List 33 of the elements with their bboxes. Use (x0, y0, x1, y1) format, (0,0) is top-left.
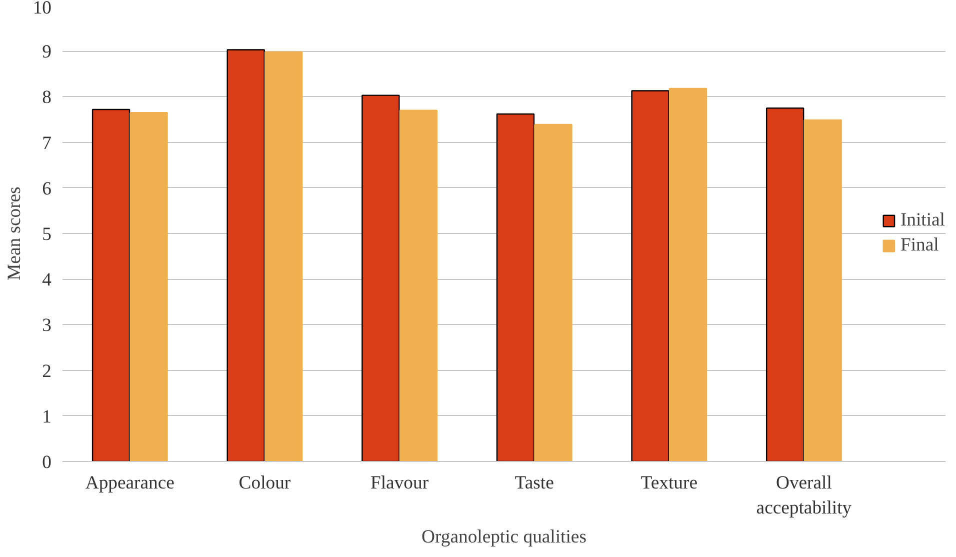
y-tick-label: 5 (42, 224, 52, 245)
bar (362, 94, 400, 462)
bar (92, 108, 130, 462)
y-tick-label: 8 (42, 87, 52, 108)
y-tick-label: 2 (42, 360, 52, 382)
y-tick-label: 9 (42, 42, 52, 63)
legend-label: Final (900, 234, 939, 256)
x-tick-label: Colour (238, 472, 292, 494)
y-tick-label: 3 (42, 315, 52, 336)
bar (496, 113, 535, 462)
bar (804, 119, 842, 462)
legend-label: Initial (900, 210, 945, 232)
bar (130, 112, 168, 462)
x-tick-label: Overall acceptability (756, 472, 852, 519)
bar (766, 108, 804, 462)
x-tick-label: Flavour (370, 472, 430, 494)
y-tick-label: 7 (42, 132, 52, 154)
bar (668, 88, 708, 462)
bar (264, 51, 303, 462)
bar (399, 110, 438, 462)
y-axis-title: Mean scores (4, 186, 25, 280)
x-tick-label: Appearance (85, 472, 174, 494)
x-tick-label: Texture (640, 472, 698, 494)
y-tick-label: 0 (42, 452, 52, 473)
x-tick-label: Taste (514, 472, 554, 494)
bar (631, 90, 670, 462)
bar (534, 124, 572, 462)
bar (226, 49, 265, 462)
y-tick-label: 4 (42, 270, 52, 291)
y-tick-label: 1 (42, 406, 52, 428)
y-tick-label: 6 (42, 178, 52, 200)
x-axis-title: Organoleptic qualities (422, 526, 586, 548)
y-tick-label: 10 (32, 0, 52, 18)
